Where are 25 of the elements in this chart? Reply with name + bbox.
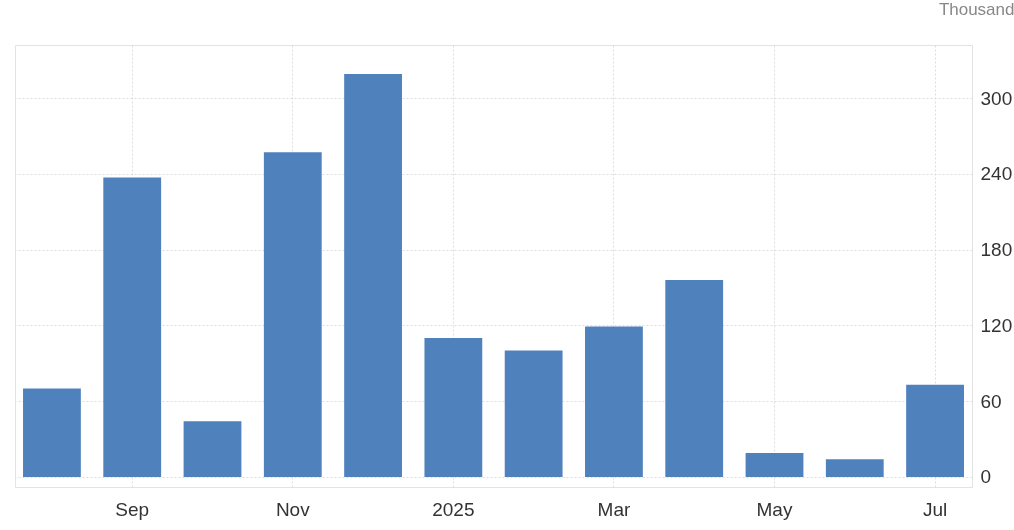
bar [665,279,724,477]
bar [103,177,162,477]
bar [585,326,643,477]
bar [183,421,242,477]
x-tick-label: Sep [115,498,150,520]
bar [424,337,483,477]
y-tick-label: 0 [980,466,992,488]
x-tick-label: Mar [597,498,631,520]
bar [263,152,322,477]
x-tick-label: Jul [922,498,948,520]
bar [344,74,402,477]
bar [745,452,804,477]
x-tick-label: Nov [275,498,311,520]
y-tick-label: 60 [980,390,1002,412]
x-tick-label: 2025 [432,498,475,520]
bar [504,350,563,477]
bar [23,388,81,477]
y-axis-title: Thousand [938,0,1014,19]
bar [825,459,884,477]
x-tick-label: May [756,498,793,520]
bar [906,384,964,477]
y-tick-label: 180 [980,239,1013,261]
y-tick-label: 300 [980,87,1013,109]
y-tick-label: 240 [980,163,1013,185]
y-tick-label: 120 [980,314,1013,336]
